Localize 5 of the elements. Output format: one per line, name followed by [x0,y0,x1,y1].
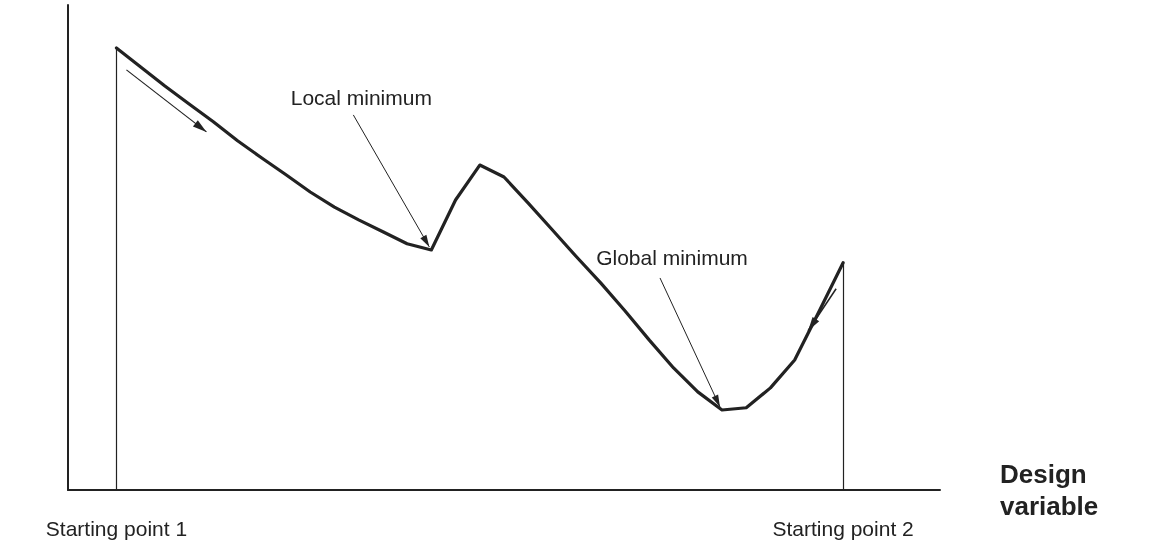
x-tick-label: Starting point 2 [772,517,914,540]
annotation: Global minimum [596,245,748,269]
x-tick-label: Starting point 1 [45,517,188,540]
x-axis-title: Design variable [1000,459,1099,521]
annotation: Local minimum [290,85,432,109]
